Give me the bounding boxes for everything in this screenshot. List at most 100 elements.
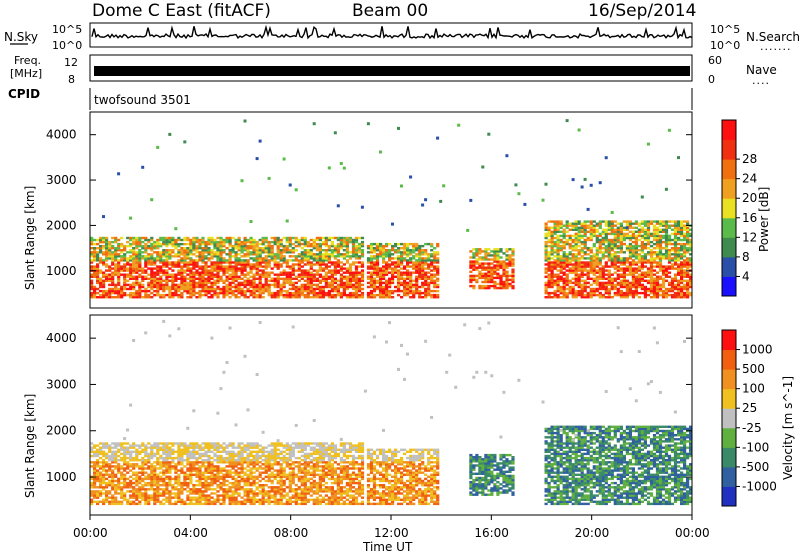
echo-cell	[643, 293, 647, 297]
echo-cell	[658, 265, 663, 268]
echo-cell	[397, 275, 401, 278]
echo-cell	[261, 283, 265, 287]
echo-cell	[195, 263, 199, 266]
echo-cell	[469, 262, 473, 265]
echo-cell	[315, 261, 319, 264]
echo-cell	[658, 247, 663, 250]
echo-cell	[237, 242, 241, 246]
echo-cell	[267, 251, 271, 254]
echo-cell	[90, 273, 94, 276]
echo-cell	[625, 289, 629, 293]
echo-cell	[180, 238, 184, 242]
colorbar-tick-label: 12	[742, 230, 757, 244]
echo-cell	[297, 285, 301, 289]
echo-cell	[123, 269, 127, 272]
echo-cell	[216, 273, 220, 276]
echo-cell	[108, 500, 112, 503]
echo-cell	[309, 279, 313, 282]
echo-cell	[150, 488, 154, 491]
echo-cell	[273, 255, 277, 258]
echo-cell	[625, 291, 629, 295]
echo-cell	[300, 253, 304, 256]
echo-cell	[375, 255, 380, 258]
echo-cell	[102, 289, 106, 293]
echo-cell	[135, 498, 139, 501]
echo-cell	[686, 279, 690, 282]
echo-cell	[204, 277, 208, 280]
echo-cell	[231, 289, 235, 293]
echo-cell	[123, 281, 127, 285]
echo-cell	[102, 481, 106, 485]
echo-cell	[141, 240, 145, 244]
echo-cell	[120, 486, 124, 489]
echo-cell	[388, 249, 392, 252]
echo-cell	[330, 263, 334, 266]
echo-cell	[333, 257, 337, 260]
echo-cell	[403, 259, 407, 262]
echo-cell	[658, 285, 663, 289]
echo-cell	[129, 456, 133, 460]
echo-cell	[478, 250, 482, 253]
echo-cell	[631, 285, 635, 289]
echo-cell	[123, 293, 127, 297]
echo-cell	[171, 444, 175, 447]
echo-cell	[198, 238, 202, 242]
echo-cell	[619, 249, 623, 252]
echo-cell	[351, 271, 356, 274]
echo-cell	[385, 249, 389, 252]
echo-cell	[427, 242, 431, 246]
echo-cell	[120, 259, 124, 262]
echo-cell	[129, 452, 133, 456]
echo-cell	[616, 247, 620, 250]
echo-cell	[565, 226, 569, 229]
echo-cell	[592, 242, 596, 246]
echo-cell	[216, 255, 220, 258]
echo-cell	[96, 287, 100, 291]
echo-cell	[114, 240, 118, 244]
echo-cell	[285, 261, 289, 264]
echo-cell	[394, 251, 398, 254]
echo-cell	[177, 442, 181, 445]
echo-cell	[216, 249, 220, 252]
echo-cell	[388, 277, 392, 280]
echo-cell	[366, 265, 371, 268]
echo-cell	[637, 234, 641, 238]
echo-cell	[670, 247, 675, 250]
echo-cell	[580, 269, 584, 272]
echo-cell	[129, 484, 133, 487]
echo-cell	[403, 265, 407, 268]
echo-cell	[664, 222, 669, 225]
echo-cell	[646, 293, 651, 297]
echo-cell	[436, 289, 440, 293]
echo-cell	[291, 255, 295, 258]
echo-cell	[592, 271, 596, 274]
echo-cell	[231, 249, 235, 252]
echo-cell	[123, 477, 127, 481]
echo-cell	[689, 247, 693, 250]
echo-cell	[613, 230, 617, 233]
echo-cell	[90, 275, 94, 278]
echo-cell	[168, 471, 172, 474]
echo-cell	[150, 287, 154, 291]
echo-cell	[382, 285, 386, 289]
echo-cell	[315, 236, 319, 240]
echo-cell	[144, 498, 148, 501]
echo-cell	[279, 242, 283, 246]
echo-cell	[397, 283, 401, 287]
echo-cell	[430, 255, 434, 258]
echo-cell	[505, 286, 509, 290]
echo-cell	[683, 291, 687, 295]
echo-cell	[99, 285, 103, 289]
echo-cell	[126, 261, 130, 264]
echo-cell	[391, 261, 395, 264]
echo-cell	[105, 481, 109, 485]
echo-cell	[556, 293, 560, 297]
echo-cell	[90, 261, 94, 264]
echo-cell	[255, 283, 259, 287]
echo-cell	[571, 222, 575, 225]
echo-cell	[150, 259, 154, 262]
echo-cell	[264, 259, 268, 262]
echo-cell	[96, 502, 100, 506]
echo-cell	[601, 253, 605, 256]
echo-cell	[649, 263, 654, 266]
